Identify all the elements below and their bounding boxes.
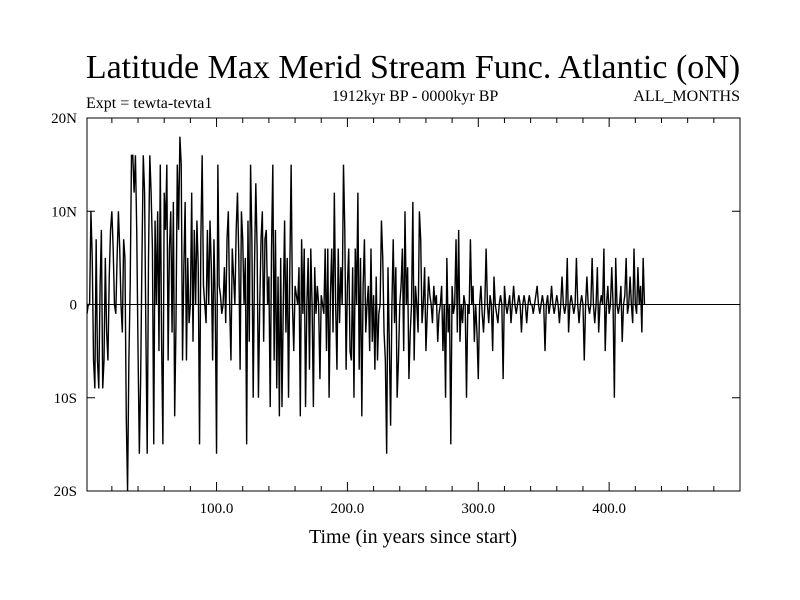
- x-tick-label: 300.0: [461, 501, 495, 517]
- x-tick-label: 400.0: [592, 501, 626, 517]
- y-tick-label: 10S: [54, 391, 77, 407]
- x-axis: 100.0 200.0 300.0 400.0: [111, 118, 715, 517]
- x-tick-label: 200.0: [331, 501, 365, 517]
- period-label: 1912kyr BP - 0000kyr BP: [332, 88, 499, 105]
- y-tick-label: 20N: [51, 111, 77, 127]
- y-tick-label: 0: [70, 298, 78, 314]
- experiment-label: Expt = tewta-tevta1: [86, 95, 212, 112]
- y-axis: 20N 10N 0 10S 20S: [51, 111, 740, 500]
- x-axis-label: Time (in years since start): [309, 526, 517, 548]
- x-tick-label: 100.0: [200, 501, 234, 517]
- y-tick-label: 10N: [51, 204, 77, 220]
- season-label: ALL_MONTHS: [633, 88, 740, 105]
- y-tick-label: 20S: [54, 484, 77, 500]
- chart-title: Latitude Max Merid Stream Func. Atlantic…: [86, 49, 740, 86]
- series-line: [86, 136, 646, 492]
